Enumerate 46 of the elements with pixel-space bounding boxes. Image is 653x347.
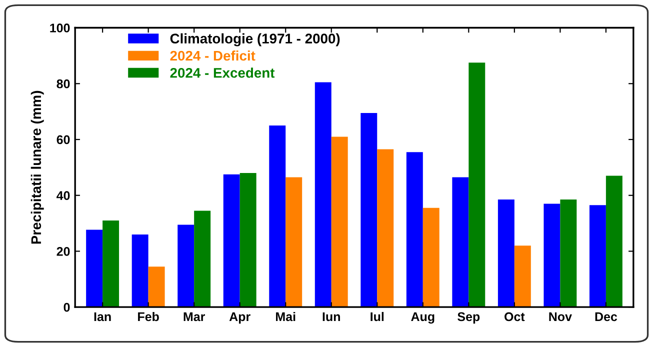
bar bbox=[194, 210, 211, 308]
bar bbox=[148, 266, 165, 308]
bar bbox=[223, 174, 240, 308]
x-tick-label: Feb bbox=[138, 312, 159, 322]
bar bbox=[422, 208, 440, 308]
bar bbox=[468, 62, 486, 308]
y-axis-title: Precipitatii lunare (mm) bbox=[30, 90, 44, 244]
bar bbox=[269, 126, 286, 308]
bar bbox=[560, 200, 577, 308]
bar bbox=[86, 230, 103, 308]
x-tick-label: Iul bbox=[370, 312, 384, 322]
x-tick-label: Apr bbox=[229, 312, 250, 324]
y-tick-label: 40 bbox=[56, 191, 70, 200]
bar bbox=[102, 220, 120, 308]
bar bbox=[406, 152, 423, 308]
bar bbox=[606, 176, 622, 308]
legend-label: 2024 - Deficit bbox=[170, 50, 256, 61]
bar bbox=[331, 136, 348, 308]
legend-label: 2024 - Excedent bbox=[170, 68, 275, 78]
x-tick-label: Ian bbox=[94, 312, 111, 322]
bar bbox=[498, 200, 514, 308]
bar bbox=[589, 205, 606, 308]
bar bbox=[377, 149, 394, 308]
bar bbox=[286, 177, 302, 308]
x-tick-label: Aug bbox=[411, 312, 434, 324]
y-tick-label: 80 bbox=[56, 79, 70, 88]
y-tick-label: 100 bbox=[50, 24, 70, 32]
y-tick-label: 20 bbox=[56, 247, 70, 256]
y-tick-label: 0 bbox=[64, 302, 70, 312]
x-tick-label: Mai bbox=[276, 312, 296, 322]
x-tick-label: Oct bbox=[504, 312, 525, 322]
bar bbox=[178, 224, 194, 308]
bar bbox=[314, 82, 332, 308]
x-tick-label: Sep bbox=[458, 312, 480, 324]
bar bbox=[132, 234, 148, 308]
x-tick-label: Nov bbox=[549, 312, 572, 322]
y-tick-label: 60 bbox=[56, 135, 70, 144]
bar bbox=[544, 204, 560, 308]
legend-label: Climatologie (1971 - 2000) bbox=[170, 33, 340, 46]
x-tick-label: Iun bbox=[322, 312, 340, 322]
x-tick-label: Mar bbox=[184, 312, 206, 322]
bar bbox=[240, 173, 256, 308]
bar bbox=[452, 177, 469, 308]
x-tick-label: Dec bbox=[595, 312, 618, 322]
bar bbox=[514, 246, 531, 308]
bar bbox=[360, 112, 378, 308]
